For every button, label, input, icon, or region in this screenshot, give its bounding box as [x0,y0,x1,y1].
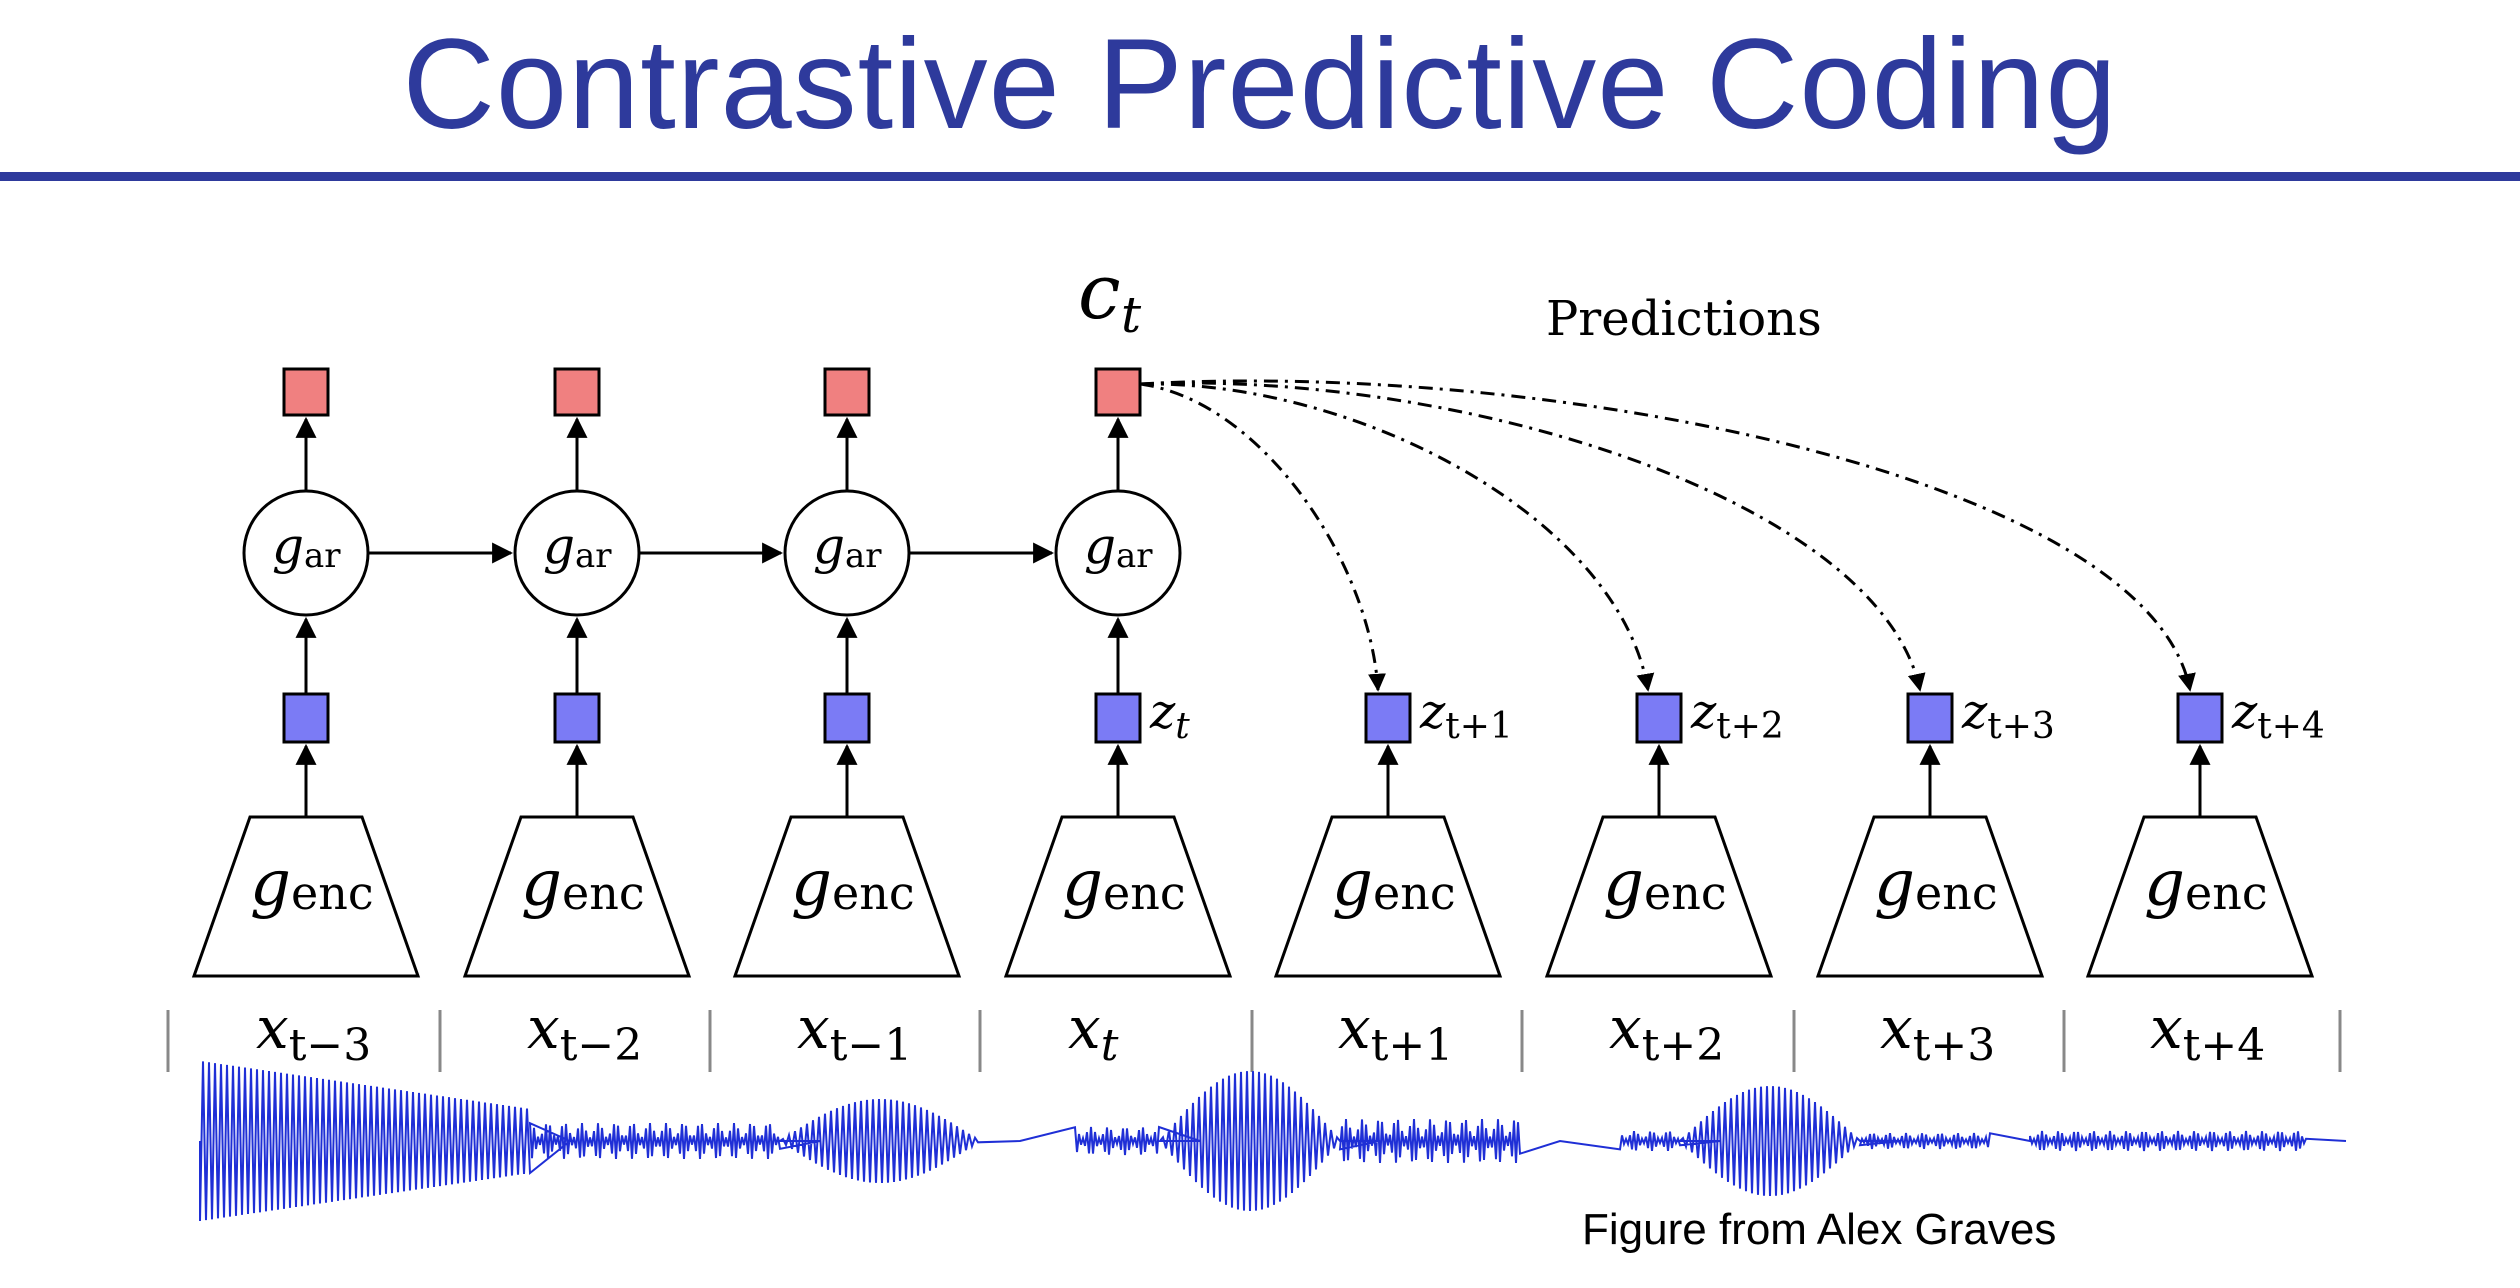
encoder-label: genc [1062,847,1186,921]
latent-label: zt+2 [1690,684,1784,747]
context-box [282,367,330,417]
autoregressive-label: gar [543,517,612,576]
predictions-label: Predictions [1546,291,1822,347]
latent-box [1635,692,1683,744]
latent-box [2176,692,2224,744]
slide-title: Contrastive Predictive Coding [402,13,2118,156]
encoder-label: genc [2144,847,2268,921]
latent-box [282,692,330,744]
autoregressive-label: gar [1084,517,1153,576]
encoder-label: genc [1874,847,1998,921]
autoregressive-label: gar [813,517,882,576]
encoder-block [1003,815,1233,978]
encoder-block [191,815,421,978]
encoder-block [462,815,692,978]
prediction-arrow [1139,379,2196,692]
encoder-block [732,815,962,978]
prediction-arrow [1139,382,1655,692]
input-label: xt+2 [1609,994,1724,1071]
latent-box [823,692,871,744]
encoder-label: genc [1332,847,1456,921]
context-label: c [1078,247,1121,336]
input-label: xt−1 [797,994,912,1071]
latent-box [1094,692,1142,744]
context-label-sub: t [1121,286,1142,344]
title-underline [0,172,2520,181]
shapes-layer [191,367,2315,978]
latent-box [1906,692,1954,744]
latent-label: zt+1 [1419,684,1513,747]
input-label: xt−2 [527,994,642,1071]
input-label: xt+3 [1880,994,1995,1071]
encoder-label: genc [1603,847,1727,921]
autoregressive-node [242,489,370,617]
context-box [1094,367,1142,417]
latent-label: zt+4 [2231,684,2325,747]
encoder-label: genc [250,847,374,921]
input-label: xt+1 [1338,994,1453,1071]
encoder-label: genc [791,847,915,921]
encoder-block [1544,815,1774,978]
latent-label: zt [1149,684,1190,747]
prediction-arrow [1139,381,1926,692]
figure-caption: Figure from Alex Graves [1582,1205,2057,1254]
autoregressive-node [513,489,641,617]
autoregressive-node [1054,489,1182,617]
autoregressive-label: gar [272,517,341,576]
waveform-layer [199,1061,2347,1222]
latent-label: zt+3 [1961,684,2055,747]
latent-box [553,692,601,744]
autoregressive-node [783,489,911,617]
context-box [823,367,871,417]
encoder-block [1273,815,1503,978]
latent-box [1364,692,1412,744]
encoder-block [2085,815,2315,978]
audio-waveform [199,1061,2347,1222]
encoder-block [1815,815,2045,978]
encoder-label: genc [521,847,645,921]
connections-layer [166,379,2342,1072]
labels-layer: genc xt−3 gar genc xt−2 gar genc xt−1 gar genc zt x… [250,517,2325,1071]
input-label: xt−3 [256,994,371,1071]
context-box [553,367,601,417]
input-label: xt+4 [2150,994,2265,1071]
input-label: xt [1068,994,1119,1071]
